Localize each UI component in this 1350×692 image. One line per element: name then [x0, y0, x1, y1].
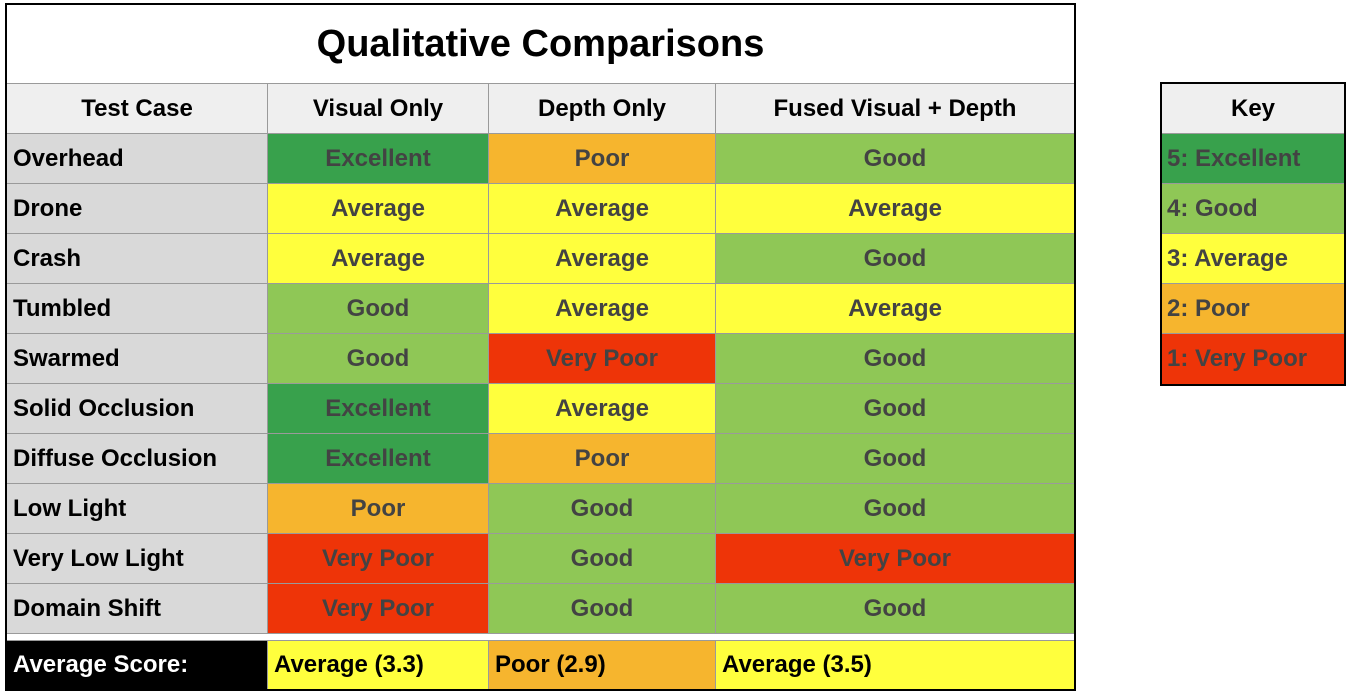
test-case-label: Diffuse Occlusion: [7, 434, 268, 483]
average-row: Average Score: Average (3.3) Poor (2.9) …: [7, 641, 1074, 689]
depth-rating-cell: Poor: [489, 134, 716, 183]
visual-rating-cell: Average: [268, 184, 489, 233]
depth-rating-cell: Average: [489, 184, 716, 233]
table-row: Domain Shift Very Poor Good Good: [7, 584, 1074, 634]
fused-rating-cell: Good: [716, 484, 1074, 533]
key-item-good: 4: Good: [1162, 184, 1344, 234]
table-row: Diffuse Occlusion Excellent Poor Good: [7, 434, 1074, 484]
table-row: Drone Average Average Average: [7, 184, 1074, 234]
key-item-poor: 2: Poor: [1162, 284, 1344, 334]
visual-rating-cell: Good: [268, 334, 489, 383]
fused-rating-cell: Good: [716, 584, 1074, 633]
table-title: Qualitative Comparisons: [316, 22, 765, 65]
fused-rating-cell: Average: [716, 284, 1074, 333]
fused-rating-cell: Good: [716, 134, 1074, 183]
spacer-row: [7, 634, 1074, 641]
visual-rating-cell: Average: [268, 234, 489, 283]
header-depth-only: Depth Only: [489, 84, 716, 133]
depth-rating-cell: Average: [489, 384, 716, 433]
average-depth: Poor (2.9): [489, 641, 716, 689]
table-row: Swarmed Good Very Poor Good: [7, 334, 1074, 384]
table-row: Crash Average Average Good: [7, 234, 1074, 284]
test-case-label: Crash: [7, 234, 268, 283]
key-item-average: 3: Average: [1162, 234, 1344, 284]
depth-rating-cell: Good: [489, 534, 716, 583]
fused-rating-cell: Good: [716, 234, 1074, 283]
fused-rating-cell: Average: [716, 184, 1074, 233]
depth-rating-cell: Poor: [489, 434, 716, 483]
fused-rating-cell: Very Poor: [716, 534, 1074, 583]
fused-rating-cell: Good: [716, 334, 1074, 383]
table-row: Solid Occlusion Excellent Average Good: [7, 384, 1074, 434]
visual-rating-cell: Good: [268, 284, 489, 333]
visual-rating-cell: Poor: [268, 484, 489, 533]
test-case-label: Tumbled: [7, 284, 268, 333]
test-case-label: Very Low Light: [7, 534, 268, 583]
visual-rating-cell: Very Poor: [268, 534, 489, 583]
average-label: Average Score:: [7, 641, 268, 689]
table-row: Tumbled Good Average Average: [7, 284, 1074, 334]
visual-rating-cell: Excellent: [268, 434, 489, 483]
test-case-label: Solid Occlusion: [7, 384, 268, 433]
table-row: Overhead Excellent Poor Good: [7, 134, 1074, 184]
key-table: Key 5: Excellent 4: Good 3: Average 2: P…: [1160, 82, 1346, 386]
depth-rating-cell: Good: [489, 484, 716, 533]
average-fused: Average (3.5): [716, 641, 1074, 689]
depth-rating-cell: Very Poor: [489, 334, 716, 383]
header-row: Test Case Visual Only Depth Only Fused V…: [7, 84, 1074, 134]
average-visual: Average (3.3): [268, 641, 489, 689]
table-row: Very Low Light Very Poor Good Very Poor: [7, 534, 1074, 584]
visual-rating-cell: Very Poor: [268, 584, 489, 633]
test-case-label: Domain Shift: [7, 584, 268, 633]
depth-rating-cell: Good: [489, 584, 716, 633]
fused-rating-cell: Good: [716, 384, 1074, 433]
comparison-table: Qualitative Comparisons Test Case Visual…: [5, 3, 1076, 691]
table-title-row: Qualitative Comparisons: [7, 5, 1074, 84]
test-case-label: Swarmed: [7, 334, 268, 383]
depth-rating-cell: Average: [489, 234, 716, 283]
visual-rating-cell: Excellent: [268, 134, 489, 183]
test-case-label: Low Light: [7, 484, 268, 533]
test-case-label: Overhead: [7, 134, 268, 183]
key-title: Key: [1162, 84, 1344, 134]
test-case-label: Drone: [7, 184, 268, 233]
table-row: Low Light Poor Good Good: [7, 484, 1074, 534]
header-visual-only: Visual Only: [268, 84, 489, 133]
fused-rating-cell: Good: [716, 434, 1074, 483]
header-fused: Fused Visual + Depth: [773, 94, 1017, 122]
key-item-very-poor: 1: Very Poor: [1162, 334, 1344, 384]
depth-rating-cell: Average: [489, 284, 716, 333]
visual-rating-cell: Excellent: [268, 384, 489, 433]
header-test-case: Test Case: [7, 84, 268, 133]
table-body: Overhead Excellent Poor Good Drone Average Ave…: [7, 134, 1074, 634]
key-item-excellent: 5: Excellent: [1162, 134, 1344, 184]
